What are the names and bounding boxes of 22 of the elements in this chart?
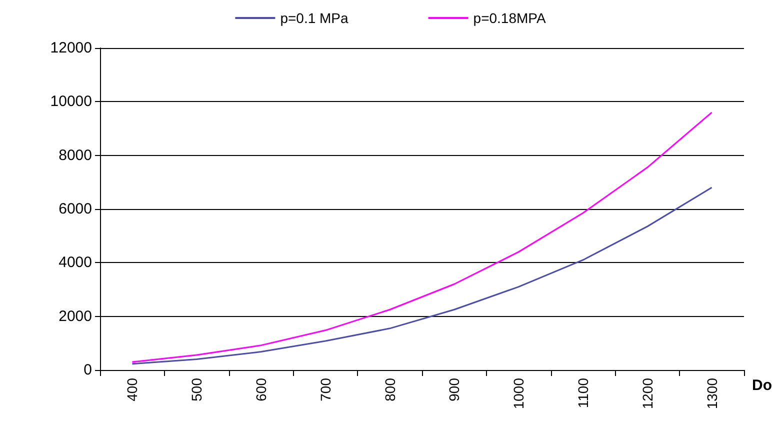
y-tick-label: 12000 <box>50 40 92 56</box>
legend-label: p=0.1 MPa <box>280 10 349 26</box>
x-tick-label: 1100 <box>575 378 591 408</box>
line-series <box>131 112 713 363</box>
line-series <box>131 186 713 365</box>
x-tick-label: 800 <box>382 378 398 402</box>
x-tick-label: 500 <box>188 378 205 402</box>
y-tick-label: 4000 <box>58 254 92 272</box>
x-tick-label: 1200 <box>639 378 656 410</box>
x-tick-label: 1300 <box>704 378 720 410</box>
x-tick-label: 700 <box>317 378 334 402</box>
y-tick-label: 10000 <box>50 93 92 110</box>
y-tick-label: 0 <box>84 362 92 378</box>
legend-label: p=0.18MPA <box>473 10 546 26</box>
x-axis-title: Do <box>752 377 772 394</box>
x-tick-label: 900 <box>446 378 462 402</box>
x-tick-label: 400 <box>124 378 140 402</box>
y-tick-label: 6000 <box>58 200 92 218</box>
x-tick-label: 600 <box>253 378 269 402</box>
y-tick-label: 2000 <box>58 308 92 325</box>
x-tick-label: 1000 <box>510 378 527 410</box>
y-tick-label: 8000 <box>58 146 92 164</box>
